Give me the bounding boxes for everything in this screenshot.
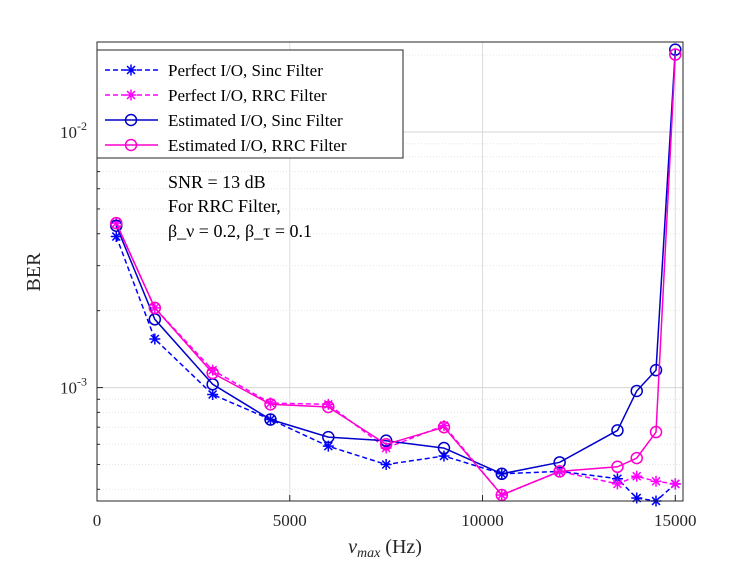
data-point bbox=[495, 488, 509, 502]
data-point bbox=[669, 478, 681, 490]
legend-items: Perfect I/O, Sinc Filter Perfect I/O, RRC… bbox=[105, 61, 347, 155]
data-point bbox=[631, 470, 643, 482]
data-point bbox=[630, 451, 643, 465]
x-axis-label: νmax (Hz) bbox=[348, 536, 422, 561]
x-axis-label-main: ν bbox=[348, 536, 357, 558]
data-point bbox=[379, 438, 393, 451]
data-point bbox=[110, 216, 123, 230]
series-3 bbox=[110, 43, 682, 481]
data-point bbox=[149, 333, 161, 345]
x-axis-label-unit: (Hz) bbox=[380, 536, 422, 558]
data-point bbox=[322, 440, 334, 452]
series-line-4 bbox=[115, 54, 677, 496]
x-axis-label-sub: max bbox=[357, 546, 381, 561]
data-point bbox=[148, 301, 162, 315]
legend-box bbox=[96, 49, 404, 159]
data-point bbox=[264, 398, 277, 411]
legend-item-2: Perfect I/O, RRC Filter bbox=[105, 86, 327, 105]
y-tick-label: 10-2 bbox=[60, 119, 87, 142]
legend-item-4: Estimated I/O, RRC Filter bbox=[105, 136, 347, 155]
annotation-rrc-title: For RRC Filter, bbox=[168, 196, 281, 216]
data-point bbox=[650, 475, 662, 487]
x-tick-label: 5000 bbox=[273, 511, 307, 530]
legend-marker bbox=[125, 89, 137, 101]
data-point bbox=[264, 397, 276, 409]
legend: Perfect I/O, Sinc Filter Perfect I/O, RRC… bbox=[96, 49, 404, 159]
data-point bbox=[438, 420, 450, 432]
x-tick-label: 10000 bbox=[461, 511, 504, 530]
data-point bbox=[264, 413, 277, 426]
y-tick-label-base: 10 bbox=[60, 123, 77, 142]
data-point bbox=[553, 456, 566, 469]
data-point bbox=[322, 398, 334, 410]
data-point bbox=[437, 441, 451, 455]
data-point bbox=[611, 478, 623, 490]
x-tick-label: 0 bbox=[93, 511, 102, 530]
legend-label: Perfect I/O, RRC Filter bbox=[168, 86, 327, 105]
series-4 bbox=[110, 48, 682, 502]
data-point bbox=[649, 363, 663, 377]
data-point bbox=[322, 430, 335, 444]
data-point bbox=[649, 425, 663, 439]
legend-label: Estimated I/O, Sinc Filter bbox=[168, 111, 343, 130]
series-line-3 bbox=[115, 49, 677, 475]
legend-label: Perfect I/O, Sinc Filter bbox=[168, 61, 323, 80]
legend-label: Estimated I/O, RRC Filter bbox=[168, 136, 347, 155]
annotation-betas: β_ν = 0.2, β_τ = 0.1 bbox=[168, 221, 312, 241]
y-axis-label: BER bbox=[23, 252, 45, 292]
data-point bbox=[630, 384, 643, 398]
data-point bbox=[380, 442, 392, 454]
data-point bbox=[631, 492, 643, 504]
y-tick-label-exp: -3 bbox=[77, 375, 87, 389]
data-point bbox=[207, 388, 219, 400]
y-tick-label: 10-3 bbox=[60, 375, 87, 398]
series-layer bbox=[110, 43, 682, 507]
legend-item-1: Perfect I/O, Sinc Filter bbox=[105, 61, 323, 80]
y-tick-label-base: 10 bbox=[60, 379, 77, 398]
legend-marker bbox=[124, 113, 138, 127]
data-point bbox=[110, 231, 122, 243]
annotation-snr: SNR = 13 dB bbox=[168, 172, 266, 192]
data-point bbox=[669, 48, 682, 61]
data-point bbox=[438, 450, 450, 462]
data-point bbox=[553, 465, 566, 478]
data-point bbox=[611, 424, 624, 437]
legend-marker bbox=[125, 64, 137, 76]
data-point bbox=[495, 467, 509, 481]
legend-marker bbox=[124, 138, 138, 152]
data-point bbox=[611, 460, 624, 474]
data-point bbox=[207, 364, 219, 376]
data-point bbox=[206, 366, 219, 380]
data-point bbox=[322, 400, 335, 414]
legend-item-3: Estimated I/O, Sinc Filter bbox=[105, 111, 343, 130]
y-tick-label-exp: -2 bbox=[77, 119, 87, 133]
data-point bbox=[437, 420, 451, 434]
data-point bbox=[380, 459, 392, 471]
plot-area-frame bbox=[96, 41, 684, 502]
annotation: SNR = 13 dB For RRC Filter, β_ν = 0.2, β… bbox=[168, 172, 312, 241]
x-tick-label: 15000 bbox=[654, 511, 697, 530]
